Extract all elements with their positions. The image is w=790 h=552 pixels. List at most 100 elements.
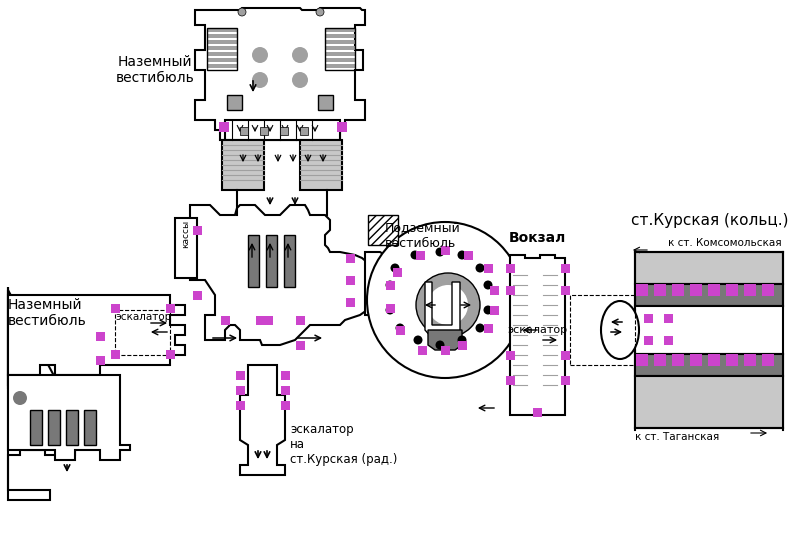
Bar: [672, 284, 684, 296]
Bar: [165, 304, 175, 312]
Bar: [345, 275, 355, 284]
Bar: [219, 122, 229, 132]
Bar: [222, 140, 264, 190]
Bar: [708, 284, 720, 296]
Bar: [635, 354, 783, 376]
Bar: [240, 127, 248, 135]
Bar: [207, 34, 237, 38]
Bar: [30, 410, 42, 445]
Polygon shape: [8, 375, 130, 460]
Circle shape: [292, 72, 308, 88]
Circle shape: [416, 273, 480, 337]
Bar: [248, 235, 259, 287]
Bar: [207, 28, 237, 70]
Circle shape: [316, 8, 324, 16]
Bar: [325, 52, 355, 56]
Bar: [318, 95, 333, 110]
Bar: [570, 295, 635, 365]
Bar: [325, 58, 355, 62]
Bar: [325, 64, 355, 68]
Bar: [560, 285, 570, 295]
Bar: [175, 218, 197, 278]
Text: Вокзал: Вокзал: [509, 231, 566, 245]
Bar: [96, 332, 104, 341]
Bar: [207, 40, 237, 44]
Bar: [560, 375, 570, 385]
Bar: [207, 64, 237, 68]
Bar: [644, 336, 653, 344]
Bar: [345, 253, 355, 263]
Bar: [441, 246, 450, 254]
Bar: [744, 354, 756, 366]
Bar: [111, 304, 119, 312]
Bar: [48, 410, 60, 445]
Bar: [635, 284, 783, 306]
Bar: [635, 252, 783, 284]
Circle shape: [252, 47, 268, 63]
Polygon shape: [240, 365, 285, 475]
Polygon shape: [365, 252, 402, 315]
Bar: [386, 304, 394, 312]
Text: Подземный
вестибюль: Подземный вестибюль: [385, 222, 461, 250]
Bar: [396, 326, 404, 335]
Polygon shape: [425, 282, 460, 338]
Circle shape: [386, 280, 394, 289]
Circle shape: [435, 247, 445, 257]
Bar: [560, 263, 570, 273]
Circle shape: [367, 222, 523, 378]
Bar: [235, 401, 244, 410]
Bar: [744, 284, 756, 296]
Bar: [280, 370, 289, 380]
Bar: [417, 346, 427, 354]
Polygon shape: [510, 255, 565, 415]
Bar: [506, 351, 514, 359]
Bar: [483, 323, 492, 332]
Text: ст.Курская (кольц.): ст.Курская (кольц.): [631, 213, 788, 228]
Bar: [325, 46, 355, 50]
Circle shape: [435, 341, 445, 349]
Ellipse shape: [601, 301, 639, 359]
Circle shape: [390, 263, 400, 273]
Circle shape: [411, 251, 419, 259]
Bar: [368, 215, 398, 245]
Text: Наземный
вестибюль: Наземный вестибюль: [115, 55, 194, 85]
Circle shape: [413, 336, 423, 344]
Bar: [654, 354, 666, 366]
Bar: [690, 284, 702, 296]
Bar: [115, 310, 170, 355]
Bar: [295, 341, 304, 349]
Bar: [235, 385, 244, 395]
Bar: [636, 354, 648, 366]
Bar: [325, 28, 355, 32]
Bar: [345, 298, 355, 306]
Bar: [416, 251, 424, 259]
Bar: [266, 235, 277, 287]
Bar: [280, 127, 288, 135]
Bar: [325, 34, 355, 38]
Bar: [464, 251, 472, 259]
Bar: [726, 284, 738, 296]
Bar: [207, 46, 237, 50]
Bar: [193, 226, 201, 235]
Bar: [560, 351, 570, 359]
Bar: [393, 268, 401, 277]
Bar: [644, 314, 653, 322]
Bar: [441, 346, 450, 354]
Circle shape: [476, 323, 484, 332]
Circle shape: [457, 336, 467, 344]
Circle shape: [476, 263, 484, 273]
Bar: [654, 284, 666, 296]
Bar: [207, 52, 237, 56]
Polygon shape: [8, 290, 90, 420]
Bar: [672, 354, 684, 366]
Bar: [96, 355, 104, 364]
Circle shape: [386, 305, 394, 315]
Bar: [490, 285, 498, 295]
Circle shape: [238, 8, 246, 16]
Bar: [483, 263, 492, 273]
Bar: [300, 127, 308, 135]
Bar: [664, 314, 672, 322]
Text: кассы: кассы: [182, 220, 190, 248]
Text: к ст. Комсомольская: к ст. Комсомольская: [668, 238, 782, 248]
Circle shape: [252, 72, 268, 88]
